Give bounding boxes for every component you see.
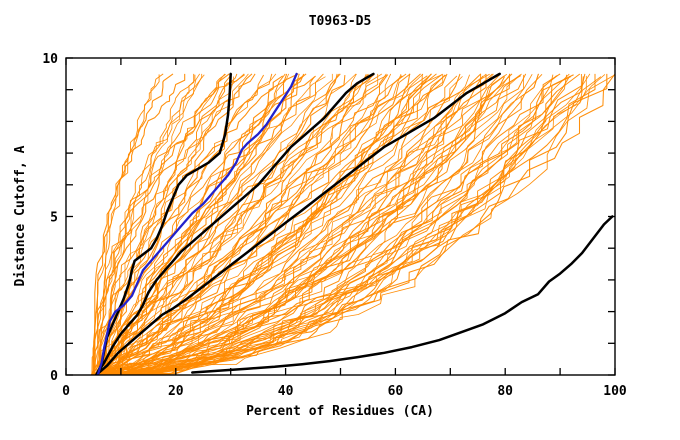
background-curve (93, 73, 411, 375)
background-curve (106, 73, 501, 375)
background-curve (103, 75, 403, 375)
page-title: T0963-D5 (308, 14, 372, 29)
background-curve (106, 73, 387, 375)
background-curve (92, 73, 375, 375)
background-curve (99, 73, 615, 375)
curve-model-black-2 (94, 72, 375, 375)
background-curve (93, 73, 561, 375)
background-curve (104, 73, 596, 375)
background-curve (94, 73, 186, 375)
x-axis-ticks (65, 58, 616, 375)
y-tick-label: 0 (50, 369, 58, 384)
background-curve (98, 75, 522, 375)
background-curve (99, 76, 505, 375)
x-axis-label: Percent of Residues (CA) (246, 404, 434, 419)
background-curve (98, 73, 437, 375)
background-curve (102, 76, 572, 375)
background-curve (94, 73, 174, 375)
background-curve (100, 73, 273, 375)
background-curve (93, 76, 602, 375)
curve-model-black-1 (94, 72, 232, 375)
curve-model-black-3 (94, 72, 501, 375)
x-tick-label: 80 (497, 384, 513, 399)
background-curve (104, 75, 373, 375)
y-axis-label: Distance Cutoff, A (13, 145, 28, 286)
y-axis-tick-labels: 0 5 10 (42, 52, 58, 384)
curve-model-black-4 (191, 215, 614, 374)
background-curve (101, 73, 527, 375)
y-axis-ticks (66, 57, 615, 376)
background-curve (97, 73, 256, 375)
background-curve (92, 73, 238, 375)
background-curve (94, 73, 533, 375)
background-curve (91, 73, 383, 375)
background-curve (106, 74, 487, 375)
curve-reference-blue (96, 72, 298, 375)
background-curve (103, 73, 424, 375)
background-curve (97, 75, 346, 375)
background-curve (99, 74, 402, 375)
background-curve (91, 73, 249, 375)
background-curve (96, 73, 411, 375)
background-curve (98, 73, 230, 375)
background-curve (105, 74, 205, 375)
background-curve (97, 73, 591, 375)
x-tick-label: 60 (388, 384, 404, 399)
background-curve (98, 73, 299, 375)
background-curve (103, 73, 253, 375)
background-curve (91, 73, 444, 375)
y-tick-label: 10 (42, 52, 58, 67)
background-curve (91, 76, 326, 375)
background-curve (95, 74, 524, 375)
x-tick-label: 100 (603, 384, 627, 399)
background-curve (93, 74, 446, 375)
x-axis-tick-labels: 0 20 40 60 80 100 (62, 384, 627, 399)
background-curve-bundle (90, 73, 615, 375)
background-curve (98, 74, 615, 375)
background-curve (102, 73, 448, 375)
background-curve (91, 73, 203, 375)
x-tick-label: 20 (168, 384, 184, 399)
background-curve (105, 73, 586, 375)
background-curve (91, 75, 458, 375)
x-tick-label: 40 (278, 384, 294, 399)
y-tick-label: 5 (50, 211, 58, 226)
x-tick-label: 0 (62, 384, 70, 399)
background-curve (91, 74, 582, 375)
background-curve (105, 73, 513, 375)
background-curve (97, 73, 367, 375)
background-curve (97, 75, 505, 375)
highlighted-curves (94, 72, 614, 375)
background-curve (95, 73, 608, 375)
background-curve (102, 75, 587, 375)
background-curve (91, 73, 201, 375)
